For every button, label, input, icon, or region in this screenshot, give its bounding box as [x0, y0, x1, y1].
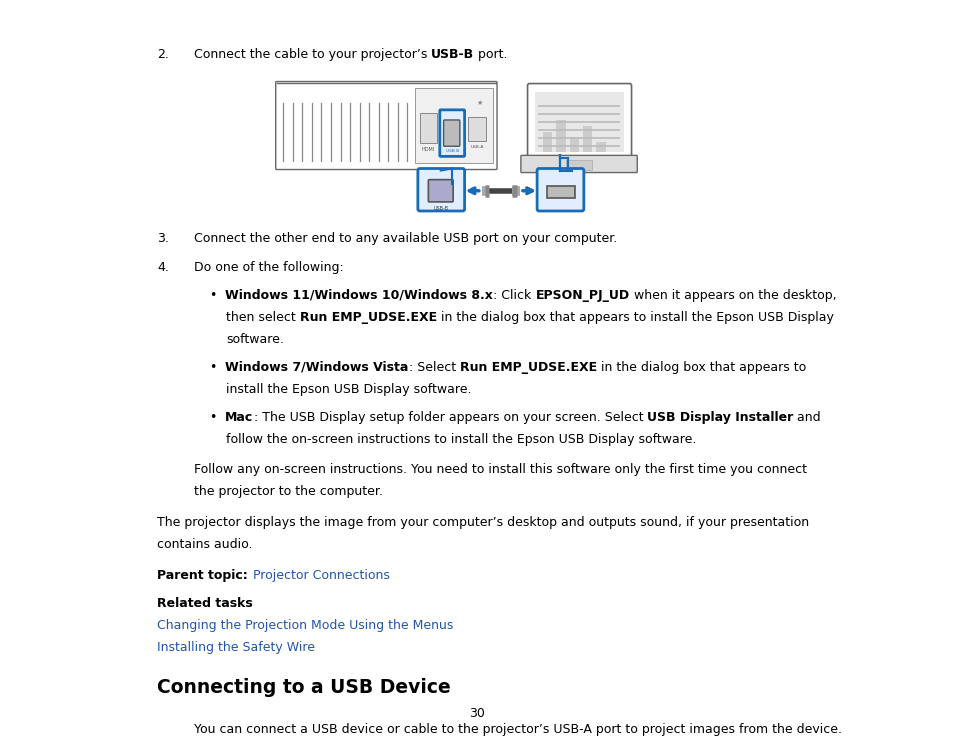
Text: Windows 11/Windows 10/Windows 8.x: Windows 11/Windows 10/Windows 8.x [225, 289, 493, 302]
Text: Run EMP_UDSE.EXE: Run EMP_UDSE.EXE [299, 311, 436, 324]
Text: contains audio.: contains audio. [157, 538, 253, 551]
Bar [542, 132, 552, 152]
Text: when it appears on the desktop,: when it appears on the desktop, [629, 289, 835, 302]
Bar [565, 160, 592, 170]
Bar [596, 142, 605, 152]
Text: Installing the Safety Wire: Installing the Safety Wire [157, 641, 315, 655]
Text: USB-A: USB-A [470, 145, 483, 149]
FancyBboxPatch shape [417, 168, 464, 211]
FancyBboxPatch shape [527, 83, 631, 160]
Text: USB-B: USB-B [431, 48, 474, 61]
Text: Do one of the following:: Do one of the following: [193, 261, 343, 274]
Text: and: and [793, 411, 821, 424]
Text: USB B: USB B [445, 149, 458, 154]
Text: You can connect a USB device or cable to the projector’s USB-A port to project i: You can connect a USB device or cable to… [193, 723, 841, 736]
Text: Connect the other end to any available USB port on your computer.: Connect the other end to any available U… [193, 232, 617, 246]
Bar [556, 120, 565, 152]
Text: in the dialog box that appears to install the Epson USB Display: in the dialog box that appears to instal… [436, 311, 833, 324]
Text: the projector to the computer.: the projector to the computer. [193, 485, 382, 498]
Text: in the dialog box that appears to: in the dialog box that appears to [597, 361, 805, 374]
Text: EPSON_PJ_UD: EPSON_PJ_UD [535, 289, 629, 302]
Text: USB-B: USB-B [433, 206, 448, 211]
Text: Connecting to a USB Device: Connecting to a USB Device [157, 678, 451, 697]
Text: 4.: 4. [157, 261, 169, 274]
Bar [546, 186, 575, 198]
FancyBboxPatch shape [275, 81, 497, 170]
Text: 30: 30 [469, 706, 484, 720]
Bar [582, 126, 592, 152]
Text: USB Display Installer: USB Display Installer [646, 411, 793, 424]
Text: : Click: : Click [493, 289, 535, 302]
Text: •: • [210, 361, 225, 374]
Text: follow the on-screen instructions to install the Epson USB Display software.: follow the on-screen instructions to ins… [226, 433, 696, 446]
Text: •: • [210, 411, 225, 424]
Text: : The USB Display setup folder appears on your screen. Select: : The USB Display setup folder appears o… [253, 411, 646, 424]
Text: 3.: 3. [157, 232, 169, 246]
Text: port.: port. [474, 48, 507, 61]
Text: Run EMP_UDSE.EXE: Run EMP_UDSE.EXE [459, 361, 597, 374]
Bar [569, 137, 578, 152]
Text: software.: software. [226, 333, 284, 346]
Bar [468, 117, 485, 141]
FancyBboxPatch shape [439, 110, 464, 156]
Text: Mac: Mac [225, 411, 253, 424]
Text: : Select: : Select [408, 361, 459, 374]
Bar [419, 113, 436, 143]
Text: Related tasks: Related tasks [157, 597, 253, 610]
Text: Changing the Projection Mode Using the Menus: Changing the Projection Mode Using the M… [157, 619, 454, 632]
Text: HDMI: HDMI [421, 148, 435, 152]
FancyBboxPatch shape [537, 168, 583, 211]
Text: then select: then select [226, 311, 299, 324]
Text: Parent topic:: Parent topic: [157, 569, 253, 582]
Text: install the Epson USB Display software.: install the Epson USB Display software. [226, 383, 471, 396]
Bar [415, 88, 493, 163]
FancyBboxPatch shape [520, 156, 637, 173]
FancyBboxPatch shape [443, 120, 459, 146]
Text: Windows 7/Windows Vista: Windows 7/Windows Vista [225, 361, 408, 374]
Text: Projector Connections: Projector Connections [253, 569, 389, 582]
Text: The projector displays the image from your computer’s desktop and outputs sound,: The projector displays the image from yo… [157, 516, 809, 529]
Text: Follow any on-screen instructions. You need to install this software only the fi: Follow any on-screen instructions. You n… [193, 463, 806, 476]
Bar [535, 92, 623, 152]
Text: 2.: 2. [157, 48, 169, 61]
Text: ★: ★ [476, 100, 482, 106]
FancyBboxPatch shape [428, 179, 453, 202]
Text: •: • [210, 289, 225, 302]
Text: Connect the cable to your projector’s: Connect the cable to your projector’s [193, 48, 431, 61]
